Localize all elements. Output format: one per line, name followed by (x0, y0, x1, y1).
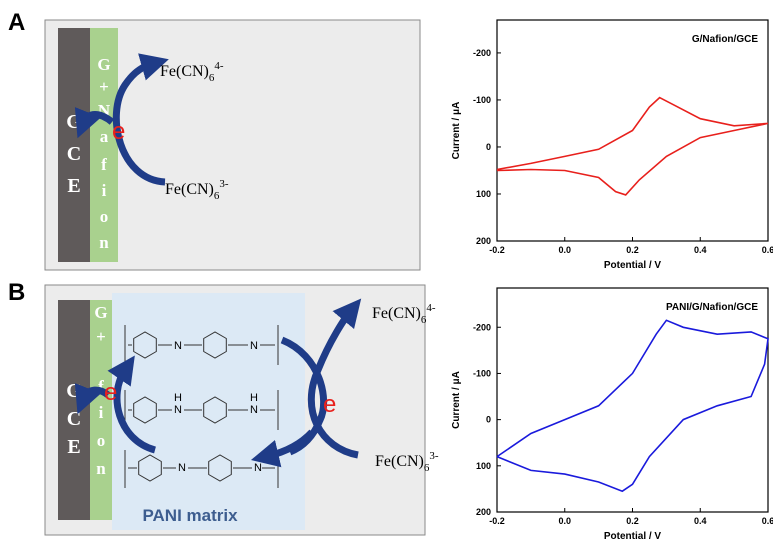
y-tick-label: 200 (476, 236, 491, 246)
y-tick-label: -100 (473, 368, 491, 378)
electrode-letter: E (67, 175, 80, 197)
y-tick-label: 0 (486, 415, 491, 425)
electrode-letter: E (67, 436, 80, 458)
x-axis-label: Potential / V (604, 531, 662, 542)
x-tick-label: -0.2 (489, 245, 505, 255)
y-axis-label: Current / μA (451, 371, 462, 429)
matrix-label: PANI matrix (142, 506, 238, 525)
x-tick-label: 0.2 (626, 516, 639, 526)
schematic-b: G C E G + f i o n N N N N H H N N PANI m… (45, 285, 439, 535)
x-axis-label: Potential / V (604, 260, 662, 271)
x-tick-label: 0.0 (558, 516, 571, 526)
y-tick-label: 0 (486, 142, 491, 152)
cv-curve (497, 98, 768, 195)
layer-letter: o (97, 431, 106, 450)
atom: H (174, 392, 182, 404)
layer-letter: i (102, 181, 107, 200)
electron: e (323, 391, 336, 418)
electron: e (112, 118, 125, 145)
species-sub: 6 (214, 190, 220, 202)
atom: N (178, 462, 186, 474)
electron: e (104, 379, 117, 406)
electrode-letter: G (66, 111, 82, 133)
species-base: Fe(CN) (160, 63, 209, 80)
atom: N (174, 404, 182, 416)
species-sub: 6 (424, 462, 430, 474)
x-tick-label: 0.2 (626, 245, 639, 255)
species-sup: 4- (426, 302, 436, 314)
schematic-a: G C E G + N a f i o n e Fe(CN)64- Fe(CN)… (45, 20, 420, 270)
chart-title: PANI/G/Nafion/GCE (666, 302, 758, 313)
species-sub: 6 (209, 72, 215, 84)
electrode-letter: C (67, 408, 81, 430)
x-tick-label: 0.6 (762, 245, 773, 255)
y-tick-label: 200 (476, 507, 491, 517)
species-sub: 6 (421, 314, 427, 326)
x-tick-label: 0.6 (762, 516, 773, 526)
x-tick-label: 0.0 (558, 245, 571, 255)
species-sup: 3- (429, 450, 439, 462)
pani-matrix (112, 293, 305, 530)
electrode-letter: G (66, 380, 82, 402)
layer-letter: o (100, 207, 109, 226)
species-base: Fe(CN) (165, 181, 214, 198)
chart-title: G/Nafion/GCE (692, 34, 758, 45)
layer-letter: a (100, 127, 109, 146)
y-tick-label: 100 (476, 189, 491, 199)
layer-letter: G (94, 303, 107, 322)
species-base: Fe(CN) (375, 453, 424, 470)
y-axis-label: Current / μA (451, 102, 462, 160)
x-tick-label: -0.2 (489, 516, 505, 526)
x-tick-label: 0.4 (694, 516, 707, 526)
layer-letter: n (99, 233, 109, 252)
species-base: Fe(CN) (372, 305, 421, 322)
layer-letter: n (96, 459, 106, 478)
layer-letter: G (97, 55, 110, 74)
layer-letter: i (99, 403, 104, 422)
y-tick-label: -200 (473, 322, 491, 332)
layer-letter: + (96, 327, 106, 346)
figure: A B G C E G + N a f i o n e Fe(CN)64- Fe… (0, 0, 773, 544)
y-tick-label: 100 (476, 461, 491, 471)
atom: N (174, 340, 182, 352)
panel-label: B (8, 279, 25, 306)
layer-letter: + (99, 77, 109, 96)
plot-frame (497, 288, 768, 512)
layer-letter: f (101, 155, 107, 174)
atom: N (250, 340, 258, 352)
species-sup: 3- (219, 178, 229, 190)
cv-curve (497, 320, 768, 491)
x-tick-label: 0.4 (694, 245, 707, 255)
atom: N (250, 404, 258, 416)
atom: N (254, 462, 262, 474)
atom: H (250, 392, 258, 404)
electrode-letter: C (67, 143, 81, 165)
y-tick-label: -100 (473, 95, 491, 105)
species-sup: 4- (214, 60, 224, 72)
y-tick-label: -200 (473, 48, 491, 58)
charts: -0.2 0.0 0.2 0.4 0.6 -200 -100 0 100 200 Potential… (451, 20, 773, 542)
panel-label: A (8, 9, 25, 36)
